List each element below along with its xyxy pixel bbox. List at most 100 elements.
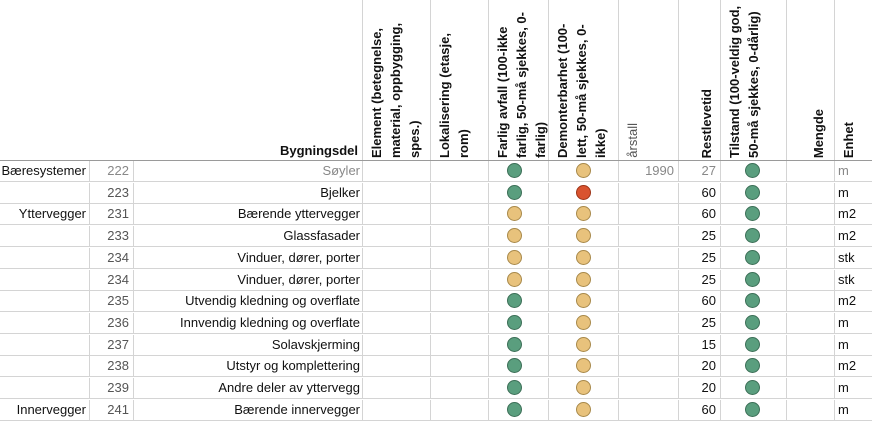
header-enhet[interactable]: Enhet	[835, 0, 872, 161]
cell-enhet[interactable]: stk	[838, 272, 855, 287]
cell-enhet[interactable]: m	[838, 337, 849, 352]
cell-farlig-avfall[interactable]	[489, 356, 549, 376]
cell-bygningsdel[interactable]: Utvendig kledning og overflate	[134, 291, 363, 311]
cell-lokalisering[interactable]	[431, 248, 489, 268]
cell-restlevetid[interactable]: 25	[679, 313, 721, 333]
cell-restlevetid[interactable]: 60	[679, 291, 721, 311]
cell-restlevetid[interactable]: 60	[679, 183, 721, 203]
cell-farlig-avfall[interactable]	[489, 400, 549, 420]
cell-group[interactable]	[0, 313, 90, 333]
cell-enhet[interactable]: m	[838, 163, 849, 178]
cell-lokalisering[interactable]	[431, 183, 489, 203]
cell-demonterbarhet[interactable]	[549, 183, 619, 203]
cell-mengde[interactable]	[787, 204, 835, 224]
cell-element[interactable]	[363, 356, 431, 376]
cell-code[interactable]: 236	[90, 313, 134, 333]
cell-tilstand[interactable]	[721, 378, 787, 398]
cell-tilstand[interactable]	[721, 161, 787, 181]
header-farlig-avfall[interactable]: Farlig avfall (100-ikke farlig, 50-må sj…	[489, 0, 549, 161]
cell-element[interactable]	[363, 270, 431, 290]
cell-mengde[interactable]	[787, 335, 835, 355]
cell-code[interactable]: 223	[90, 183, 134, 203]
cell-lokalisering[interactable]	[431, 291, 489, 311]
cell-restlevetid[interactable]: 25	[679, 270, 721, 290]
cell-farlig-avfall[interactable]	[489, 204, 549, 224]
cell-restlevetid[interactable]: 60	[679, 400, 721, 420]
cell-enhet[interactable]: m	[838, 185, 849, 200]
cell-tilstand[interactable]	[721, 335, 787, 355]
cell-demonterbarhet[interactable]	[549, 248, 619, 268]
cell-restlevetid[interactable]: 25	[679, 248, 721, 268]
cell-enhet[interactable]: m	[838, 315, 849, 330]
header-lokalisering[interactable]: Lokalisering (etasje, rom)	[431, 0, 489, 161]
cell-arstall[interactable]	[619, 378, 679, 398]
cell-group[interactable]	[0, 291, 90, 311]
cell-code[interactable]: 237	[90, 335, 134, 355]
cell-farlig-avfall[interactable]	[489, 226, 549, 246]
cell-arstall[interactable]	[619, 248, 679, 268]
cell-code[interactable]: 234	[90, 248, 134, 268]
header-element[interactable]: Element (betegnelse, material, oppbyggin…	[363, 0, 431, 161]
cell-tilstand[interactable]	[721, 313, 787, 333]
cell-code[interactable]: 222	[90, 161, 134, 181]
cell-restlevetid[interactable]: 20	[679, 378, 721, 398]
cell-group[interactable]	[0, 183, 90, 203]
cell-farlig-avfall[interactable]	[489, 161, 549, 181]
cell-tilstand[interactable]	[721, 291, 787, 311]
cell-demonterbarhet[interactable]	[549, 204, 619, 224]
cell-bygningsdel[interactable]: Andre deler av yttervegg	[134, 378, 363, 398]
cell-code[interactable]: 235	[90, 291, 134, 311]
cell-bygningsdel[interactable]: Bærende innervegger	[134, 400, 363, 420]
cell-enhet[interactable]: m2	[838, 228, 857, 243]
cell-tilstand[interactable]	[721, 270, 787, 290]
cell-element[interactable]	[363, 400, 431, 420]
header-tilstand[interactable]: Tilstand (100-veldig god, 50-må sjekkes,…	[721, 0, 787, 161]
cell-lokalisering[interactable]	[431, 226, 489, 246]
cell-tilstand[interactable]	[721, 226, 787, 246]
cell-group[interactable]	[0, 270, 90, 290]
cell-code[interactable]: 234	[90, 270, 134, 290]
cell-tilstand[interactable]	[721, 204, 787, 224]
cell-demonterbarhet[interactable]	[549, 335, 619, 355]
cell-code[interactable]: 239	[90, 378, 134, 398]
cell-lokalisering[interactable]	[431, 313, 489, 333]
cell-bygningsdel[interactable]: Vinduer, dører, porter	[134, 270, 363, 290]
header-mengde[interactable]: Mengde	[787, 0, 835, 161]
cell-element[interactable]	[363, 291, 431, 311]
cell-farlig-avfall[interactable]	[489, 248, 549, 268]
cell-arstall[interactable]	[619, 226, 679, 246]
cell-farlig-avfall[interactable]	[489, 183, 549, 203]
cell-arstall[interactable]	[619, 183, 679, 203]
cell-arstall[interactable]	[619, 204, 679, 224]
cell-farlig-avfall[interactable]	[489, 335, 549, 355]
cell-mengde[interactable]	[787, 161, 835, 181]
cell-element[interactable]	[363, 378, 431, 398]
cell-group[interactable]	[0, 335, 90, 355]
cell-lokalisering[interactable]	[431, 378, 489, 398]
header-arstall[interactable]: årstall	[619, 0, 679, 161]
cell-arstall[interactable]	[619, 356, 679, 376]
cell-element[interactable]	[363, 226, 431, 246]
cell-tilstand[interactable]	[721, 183, 787, 203]
cell-demonterbarhet[interactable]	[549, 313, 619, 333]
cell-mengde[interactable]	[787, 248, 835, 268]
cell-arstall[interactable]	[619, 400, 679, 420]
cell-farlig-avfall[interactable]	[489, 313, 549, 333]
cell-demonterbarhet[interactable]	[549, 270, 619, 290]
cell-arstall[interactable]	[619, 313, 679, 333]
cell-element[interactable]	[363, 248, 431, 268]
cell-lokalisering[interactable]	[431, 335, 489, 355]
cell-enhet[interactable]: m2	[838, 206, 857, 221]
cell-demonterbarhet[interactable]	[549, 161, 619, 181]
cell-code[interactable]: 231	[90, 204, 134, 224]
cell-group[interactable]	[0, 356, 90, 376]
cell-mengde[interactable]	[787, 226, 835, 246]
cell-bygningsdel[interactable]: Utstyr og komplettering	[134, 356, 363, 376]
cell-mengde[interactable]	[787, 313, 835, 333]
cell-element[interactable]	[363, 183, 431, 203]
cell-enhet[interactable]: m	[838, 402, 849, 417]
cell-arstall[interactable]	[619, 335, 679, 355]
cell-lokalisering[interactable]	[431, 270, 489, 290]
cell-element[interactable]	[363, 313, 431, 333]
cell-bygningsdel[interactable]: Bærende yttervegger	[134, 204, 363, 224]
